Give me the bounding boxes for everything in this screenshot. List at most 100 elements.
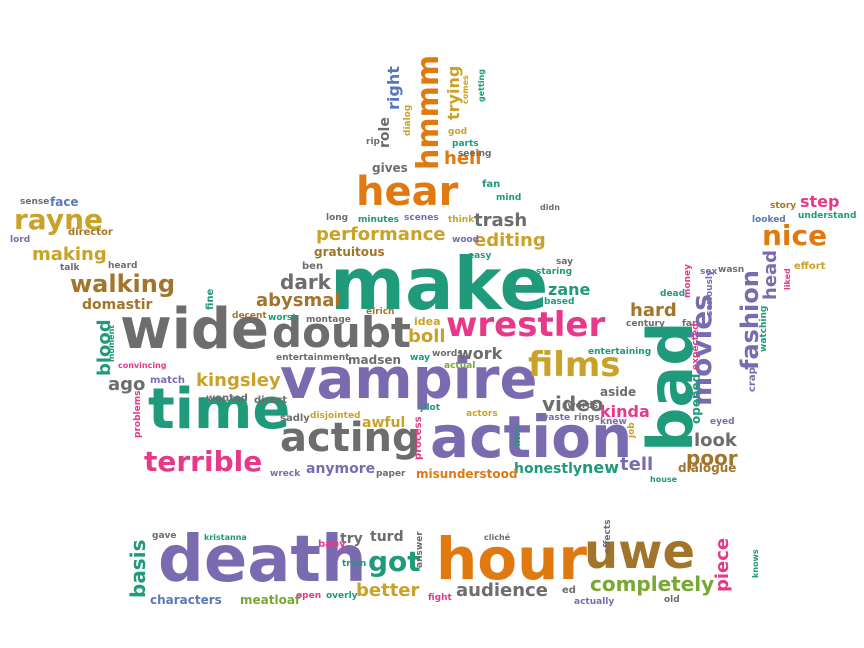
word-boll: boll xyxy=(408,326,446,347)
word-nice: nice xyxy=(762,219,828,252)
word-doubt: doubt xyxy=(272,308,411,357)
word-fan: fan xyxy=(482,179,501,190)
word-getting: getting xyxy=(477,69,486,102)
word-right: right xyxy=(384,66,403,110)
word-rayne: rayne xyxy=(14,203,104,236)
word-action: action xyxy=(430,403,633,471)
word-sex: sex xyxy=(700,267,718,277)
word-acting: acting xyxy=(280,415,421,461)
word-plot: plot xyxy=(420,403,441,413)
word-kristanna: kristanna xyxy=(204,533,247,542)
word-dialog: dialog xyxy=(403,104,413,136)
word-open: open xyxy=(296,591,322,601)
word-disjointed: disjointed xyxy=(310,411,361,421)
word-terrible: terrible xyxy=(144,445,263,478)
word-step: step xyxy=(800,192,840,211)
word-kingsley: kingsley xyxy=(196,370,281,391)
word-director: director xyxy=(68,227,113,238)
word-hard: hard xyxy=(630,300,677,321)
word-fine: fine xyxy=(205,288,216,310)
word-god: god xyxy=(448,127,468,137)
word-seeing: seeing xyxy=(458,149,492,159)
word-work: work xyxy=(458,344,503,363)
word-wasn: wasn xyxy=(718,265,745,275)
word-aside: aside xyxy=(600,385,637,399)
word-wide: wide xyxy=(120,297,269,362)
word-staring: staring xyxy=(536,267,573,277)
word-entertainment: entertainment xyxy=(276,353,350,363)
word-ben: ben xyxy=(302,261,324,272)
word-idea: idea xyxy=(414,315,441,328)
word-money: money xyxy=(683,264,693,298)
word-head: head xyxy=(760,249,781,300)
word-trash: trash xyxy=(474,210,528,231)
word-lord: lord xyxy=(10,235,31,245)
word-mind: mind xyxy=(496,193,522,203)
word-kinda: kinda xyxy=(600,402,650,421)
word-didn: didn xyxy=(540,203,560,212)
word-performance: performance xyxy=(316,224,446,245)
word-waste: waste xyxy=(540,413,571,423)
word-rip: rip xyxy=(366,137,380,147)
word-long: long xyxy=(326,213,349,223)
word-actors: actors xyxy=(466,409,498,419)
word-easy: easy xyxy=(468,251,492,261)
word-editing: editing xyxy=(474,230,546,251)
word-death: death xyxy=(158,523,367,597)
word-train: train xyxy=(342,559,367,569)
word-making: making xyxy=(32,244,107,265)
word-wanted: wanted xyxy=(206,393,248,404)
word-poor: poor xyxy=(686,446,738,470)
word-overly: overly xyxy=(326,591,358,601)
word-dead: dead xyxy=(660,289,686,299)
word-heard: heard xyxy=(108,261,138,271)
word-honestly: honestly xyxy=(514,461,582,477)
word-hell: hell xyxy=(444,148,482,169)
word-wreck: wreck xyxy=(270,469,301,479)
word-awful: awful xyxy=(362,415,406,431)
word-entertaining: entertaining xyxy=(588,347,652,357)
word-swords: swords xyxy=(562,401,599,411)
word-ed: ed xyxy=(562,585,576,596)
word-madsen: madsen xyxy=(348,353,402,367)
word-zane: zane xyxy=(548,280,591,299)
word-actually: actually xyxy=(574,597,615,607)
word-old: old xyxy=(664,595,680,605)
word-talk: talk xyxy=(60,263,80,273)
word-anymore: anymore xyxy=(306,461,376,477)
word-worst: worst xyxy=(268,313,297,323)
word-dark: dark xyxy=(280,270,331,294)
word-baby: baby xyxy=(318,539,346,550)
word-crap: crap xyxy=(747,367,758,392)
word-century: century xyxy=(626,319,665,329)
word-time: time xyxy=(148,377,291,442)
word-hmmm: hmmm xyxy=(411,54,446,170)
word-knows: knows xyxy=(751,549,760,578)
word-little: little xyxy=(513,424,522,446)
word-match: match xyxy=(150,375,185,386)
word-walking: walking xyxy=(70,270,176,298)
word-moment: moment xyxy=(107,324,116,362)
word-completely: completely xyxy=(590,572,715,596)
word-comes: comes xyxy=(461,75,470,104)
word-opened: opened xyxy=(689,373,703,424)
word-words: words xyxy=(432,349,463,359)
word-make: make xyxy=(330,242,549,326)
word-face: face xyxy=(50,195,79,209)
word-audience: audience xyxy=(456,580,548,601)
word-gave: gave xyxy=(152,531,177,541)
word-parts: parts xyxy=(452,139,479,149)
word-liked: liked xyxy=(783,268,792,290)
word-paper: paper xyxy=(376,469,406,479)
word-uwe: uwe xyxy=(584,524,696,580)
word-films: films xyxy=(528,345,621,385)
word-new: new xyxy=(582,458,620,477)
word-convincing: convincing xyxy=(118,361,167,370)
word-knew: knew xyxy=(600,417,627,427)
word-problems: problems xyxy=(133,390,143,438)
word-video: video xyxy=(542,392,604,416)
word-actual: actual xyxy=(444,361,476,371)
word-scenes: scenes xyxy=(404,213,439,223)
word-effects: effects xyxy=(603,519,613,555)
